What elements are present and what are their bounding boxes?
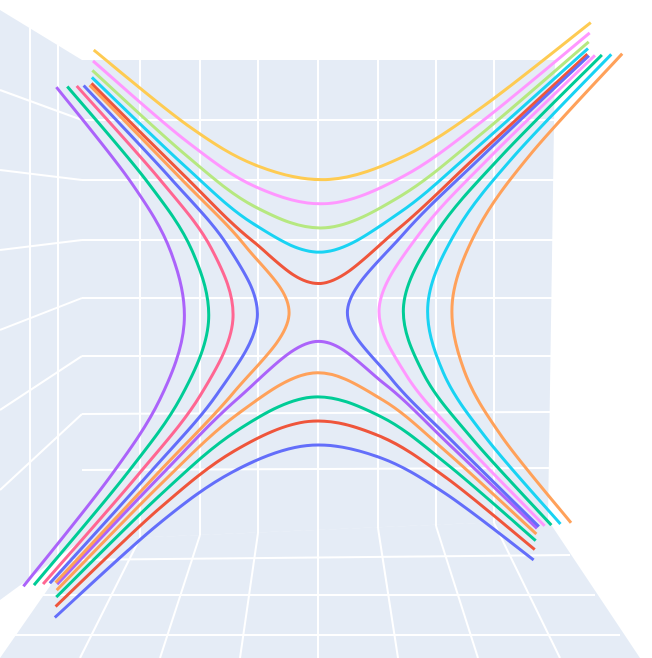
lines [22,21,624,619]
series-line [92,21,592,182]
series-line [54,84,291,584]
series-line [90,47,590,254]
side-wall [0,10,82,600]
series-line [22,86,186,588]
series-line [54,419,536,608]
series-line [90,53,589,285]
series-line [346,54,591,528]
series-line [55,371,538,592]
series-line [41,84,235,586]
series-line [91,40,590,230]
series-line [401,53,603,527]
floor [0,520,640,658]
series-line [48,84,259,585]
series-line [56,340,539,586]
series-line [32,85,211,587]
series-line [53,443,535,619]
series-line [377,54,596,527]
series-line [92,31,591,206]
series-line [55,395,537,599]
series-line [450,52,624,524]
series-line [426,53,613,526]
